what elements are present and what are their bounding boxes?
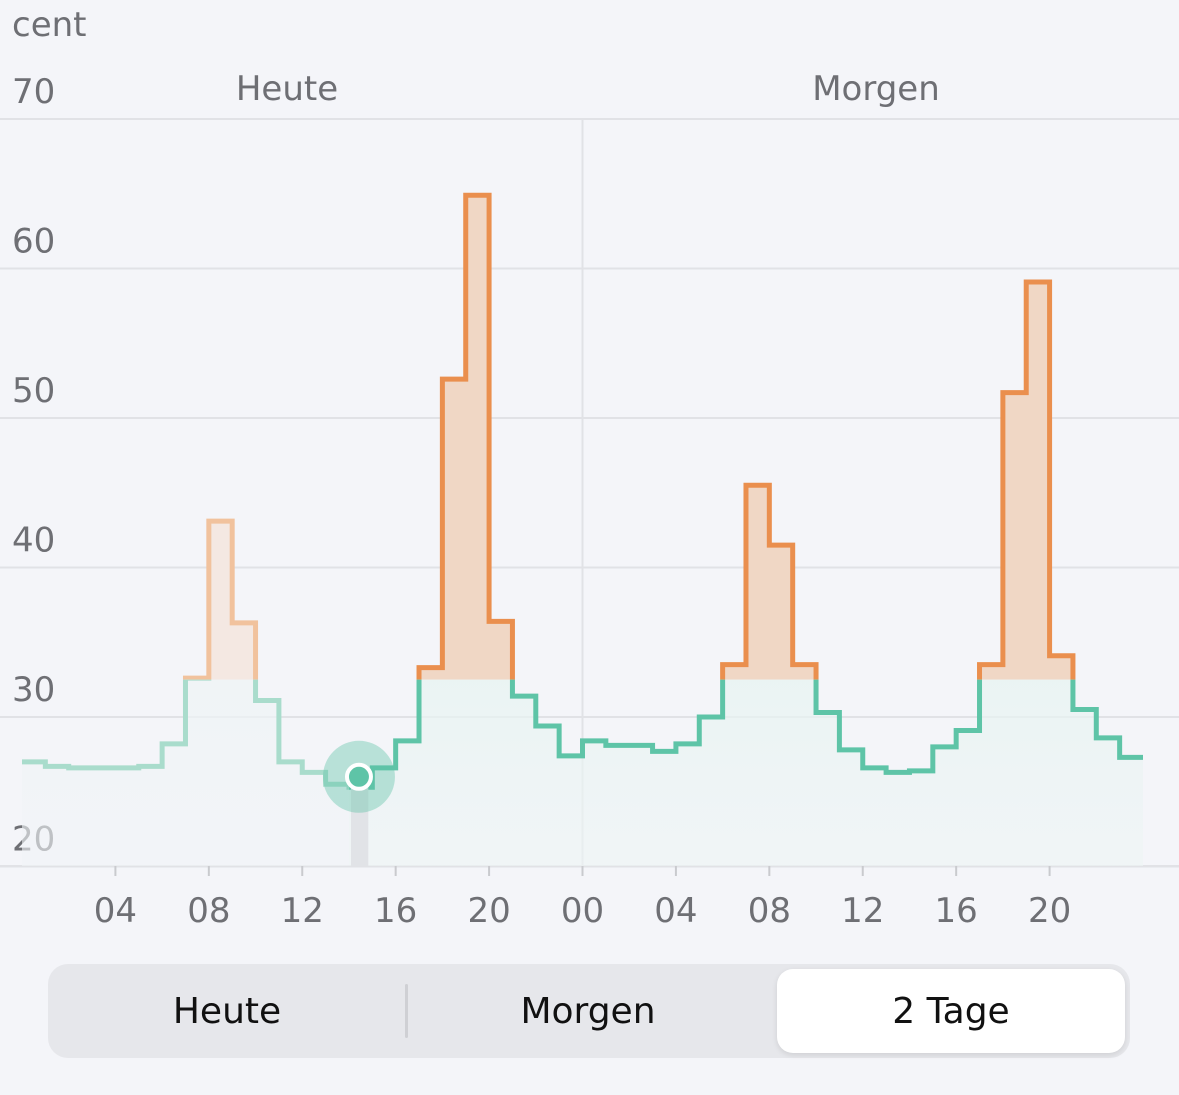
- current-hour-bar: [350, 786, 369, 866]
- segment-tomorrow-label: Morgen: [520, 990, 656, 1032]
- segment-today-label: Heute: [172, 990, 282, 1032]
- segment-two-days-label: 2 Tage: [892, 990, 1010, 1032]
- x-tick-label: 08: [748, 891, 791, 931]
- segment-divider: [405, 984, 408, 1038]
- x-tick-label: 12: [281, 891, 324, 931]
- y-tick-label: 60: [12, 222, 55, 262]
- segment-tomorrow[interactable]: Morgen: [408, 964, 768, 1058]
- x-tick-label: 00: [561, 891, 604, 931]
- x-tick-label: 08: [187, 891, 230, 931]
- x-tick-label: 20: [1028, 891, 1071, 931]
- segment-today[interactable]: Heute: [48, 964, 406, 1058]
- x-tick-label: 12: [841, 891, 884, 931]
- x-tick-label: 20: [467, 891, 510, 931]
- high-price-line: [182, 518, 259, 680]
- y-tick-label: 40: [12, 521, 55, 561]
- x-tick-label: 04: [654, 891, 697, 931]
- current-price-marker[interactable]: [344, 762, 373, 791]
- segment-two-days[interactable]: 2 Tage: [777, 969, 1125, 1053]
- day-label-tomorrow: Morgen: [812, 69, 940, 109]
- x-tick-label: 16: [374, 891, 417, 931]
- y-tick-label: 70: [12, 72, 55, 112]
- x-tick-label: 04: [94, 891, 137, 931]
- past-segment: [22, 518, 349, 866]
- unit-label: cent: [12, 5, 87, 45]
- low-price-area: [22, 679, 349, 866]
- high-price-area: [185, 521, 256, 680]
- day-label-today: Heute: [236, 69, 338, 109]
- price-chart: cent Heute Morgen 70 60 50 40 30 20 04 08 12 16 2…: [0, 5, 1179, 931]
- range-segmented-control: Heute Morgen 2 Tage: [48, 964, 1130, 1058]
- y-tick-label: 50: [12, 371, 55, 411]
- x-tick-label: 16: [935, 891, 978, 931]
- low-price-line: [348, 679, 1143, 790]
- future-segment: [348, 192, 1143, 866]
- y-tick-label: 30: [12, 670, 55, 710]
